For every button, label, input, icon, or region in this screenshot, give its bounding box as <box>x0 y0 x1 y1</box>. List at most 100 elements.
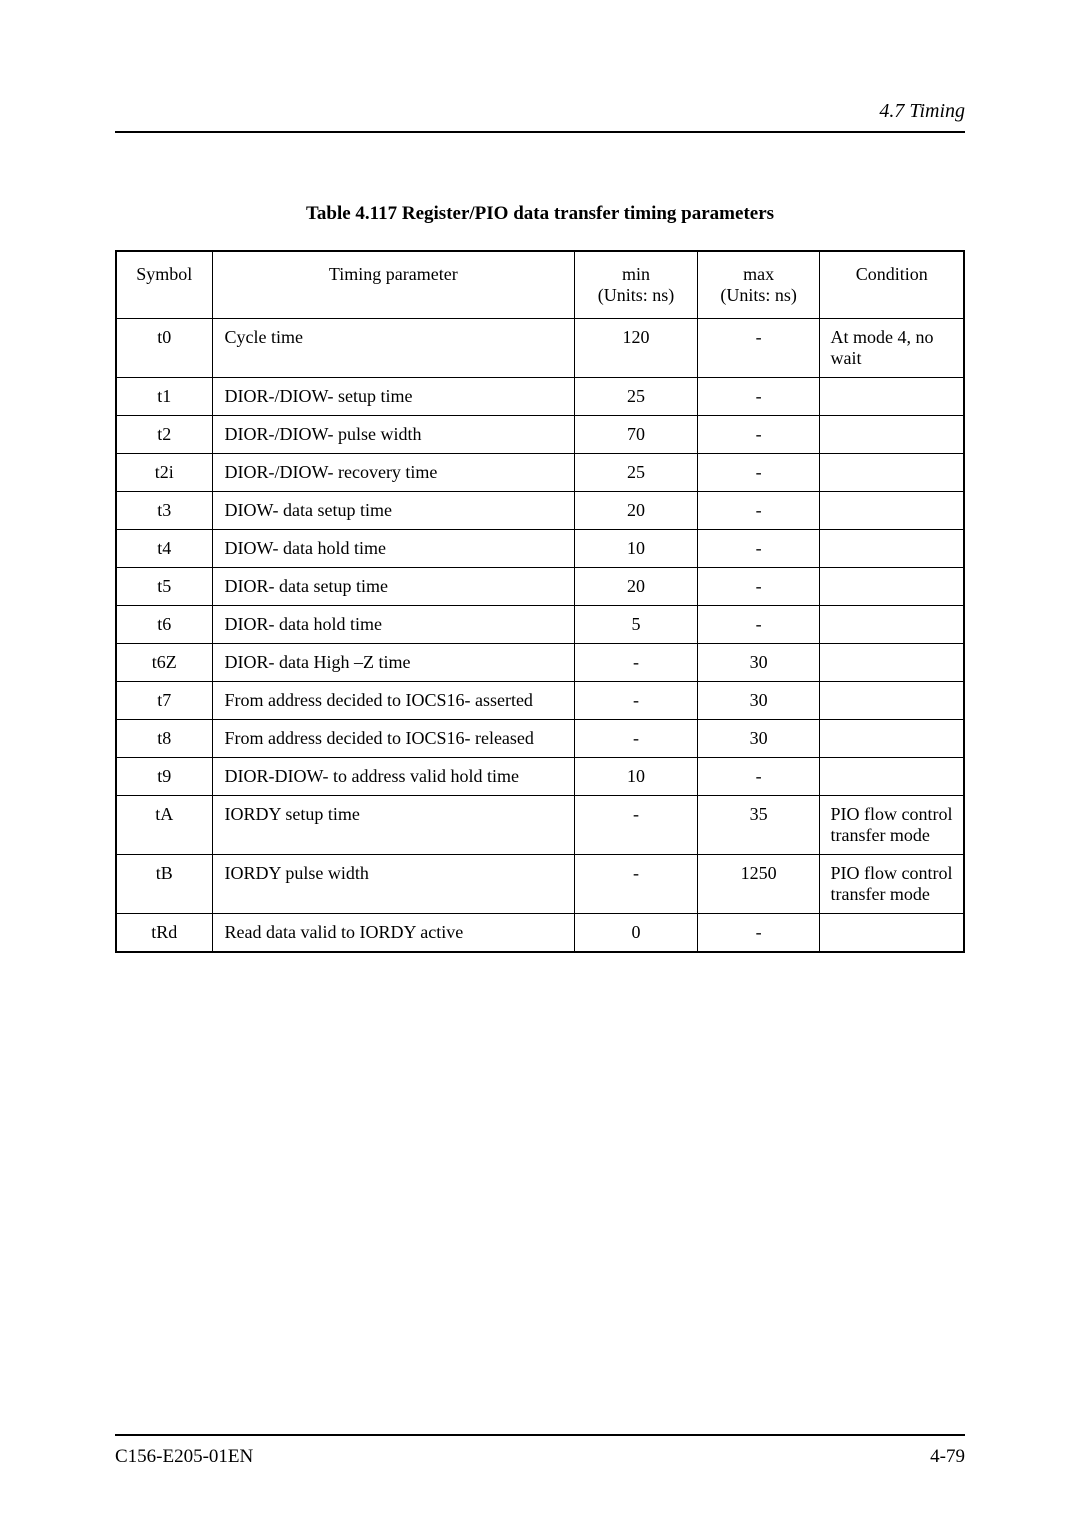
cell-max: 30 <box>697 644 820 682</box>
header-timing-parameter: Timing parameter <box>212 251 575 319</box>
header-max-label: max <box>743 264 774 284</box>
cell-condition: PIO flow control transfer mode <box>820 796 964 855</box>
cell-min: - <box>575 855 698 914</box>
cell-min: 25 <box>575 378 698 416</box>
header-min-label: min <box>622 264 650 284</box>
cell-symbol: tA <box>116 796 212 855</box>
table-row: t0 Cycle time 120 - At mode 4, no wait <box>116 319 964 378</box>
cell-min: 5 <box>575 606 698 644</box>
cell-param: IORDY pulse width <box>212 855 575 914</box>
cell-condition <box>820 530 964 568</box>
cell-max: - <box>697 319 820 378</box>
cell-symbol: tRd <box>116 914 212 953</box>
cell-min: 10 <box>575 758 698 796</box>
table-row: tRd Read data valid to IORDY active 0 - <box>116 914 964 953</box>
header-max-units: (Units: ns) <box>720 285 797 305</box>
cell-min: - <box>575 644 698 682</box>
table-row: tB IORDY pulse width - 1250 PIO flow con… <box>116 855 964 914</box>
cell-condition <box>820 758 964 796</box>
table-row: t3 DIOW- data setup time 20 - <box>116 492 964 530</box>
cell-param: IORDY setup time <box>212 796 575 855</box>
cell-min: 70 <box>575 416 698 454</box>
header-min-units: (Units: ns) <box>598 285 675 305</box>
cell-param: From address decided to IOCS16- released <box>212 720 575 758</box>
cell-min: 20 <box>575 568 698 606</box>
cell-param: DIOR-/DIOW- pulse width <box>212 416 575 454</box>
cell-max: - <box>697 530 820 568</box>
table-row: t8 From address decided to IOCS16- relea… <box>116 720 964 758</box>
cell-symbol: t5 <box>116 568 212 606</box>
cell-symbol: t0 <box>116 319 212 378</box>
footer-divider <box>115 1434 965 1436</box>
table-row: t7 From address decided to IOCS16- asser… <box>116 682 964 720</box>
header-max: max (Units: ns) <box>697 251 820 319</box>
cell-param: DIOR- data setup time <box>212 568 575 606</box>
cell-condition <box>820 914 964 953</box>
table-title: Table 4.117 Register/PIO data transfer t… <box>115 203 965 225</box>
footer-page-num: 4-79 <box>930 1446 965 1468</box>
footer: C156-E205-01EN 4-79 <box>115 1434 965 1468</box>
cell-symbol: t8 <box>116 720 212 758</box>
cell-max: - <box>697 454 820 492</box>
header-condition: Condition <box>820 251 964 319</box>
cell-param: DIOR-/DIOW- recovery time <box>212 454 575 492</box>
cell-condition <box>820 454 964 492</box>
cell-min: 10 <box>575 530 698 568</box>
cell-param: DIOR-DIOW- to address valid hold time <box>212 758 575 796</box>
timing-parameters-table: Symbol Timing parameter min (Units: ns) … <box>115 250 965 953</box>
cell-max: - <box>697 606 820 644</box>
cell-symbol: t2i <box>116 454 212 492</box>
table-row: tA IORDY setup time - 35 PIO flow contro… <box>116 796 964 855</box>
cell-param: From address decided to IOCS16- asserted <box>212 682 575 720</box>
cell-min: 120 <box>575 319 698 378</box>
cell-symbol: t6Z <box>116 644 212 682</box>
cell-symbol: tB <box>116 855 212 914</box>
cell-param: Cycle time <box>212 319 575 378</box>
cell-condition: PIO flow control transfer mode <box>820 855 964 914</box>
cell-max: 35 <box>697 796 820 855</box>
cell-symbol: t7 <box>116 682 212 720</box>
cell-param: DIOR- data hold time <box>212 606 575 644</box>
cell-max: - <box>697 492 820 530</box>
cell-min: - <box>575 796 698 855</box>
table-header-row: Symbol Timing parameter min (Units: ns) … <box>116 251 964 319</box>
table-row: t2 DIOR-/DIOW- pulse width 70 - <box>116 416 964 454</box>
cell-param: Read data valid to IORDY active <box>212 914 575 953</box>
table-row: t4 DIOW- data hold time 10 - <box>116 530 964 568</box>
cell-min: 20 <box>575 492 698 530</box>
cell-max: - <box>697 568 820 606</box>
table-row: t6Z DIOR- data High –Z time - 30 <box>116 644 964 682</box>
cell-symbol: t9 <box>116 758 212 796</box>
cell-symbol: t2 <box>116 416 212 454</box>
cell-condition <box>820 378 964 416</box>
cell-condition <box>820 606 964 644</box>
cell-condition <box>820 568 964 606</box>
table-row: t9 DIOR-DIOW- to address valid hold time… <box>116 758 964 796</box>
cell-max: 30 <box>697 682 820 720</box>
header-section-title: 4.7 Timing <box>115 100 965 123</box>
header-min: min (Units: ns) <box>575 251 698 319</box>
table-row: t2i DIOR-/DIOW- recovery time 25 - <box>116 454 964 492</box>
cell-condition: At mode 4, no wait <box>820 319 964 378</box>
header-divider <box>115 131 965 133</box>
cell-symbol: t6 <box>116 606 212 644</box>
cell-symbol: t3 <box>116 492 212 530</box>
cell-max: - <box>697 914 820 953</box>
table-row: t5 DIOR- data setup time 20 - <box>116 568 964 606</box>
cell-min: 25 <box>575 454 698 492</box>
footer-doc-id: C156-E205-01EN <box>115 1446 253 1468</box>
cell-max: - <box>697 378 820 416</box>
cell-condition <box>820 682 964 720</box>
table-row: t6 DIOR- data hold time 5 - <box>116 606 964 644</box>
cell-param: DIOW- data hold time <box>212 530 575 568</box>
cell-param: DIOR-/DIOW- setup time <box>212 378 575 416</box>
cell-min: - <box>575 682 698 720</box>
cell-max: - <box>697 758 820 796</box>
cell-max: - <box>697 416 820 454</box>
table-row: t1 DIOR-/DIOW- setup time 25 - <box>116 378 964 416</box>
cell-condition <box>820 720 964 758</box>
header-symbol: Symbol <box>116 251 212 319</box>
cell-condition <box>820 416 964 454</box>
cell-min: - <box>575 720 698 758</box>
cell-param: DIOR- data High –Z time <box>212 644 575 682</box>
